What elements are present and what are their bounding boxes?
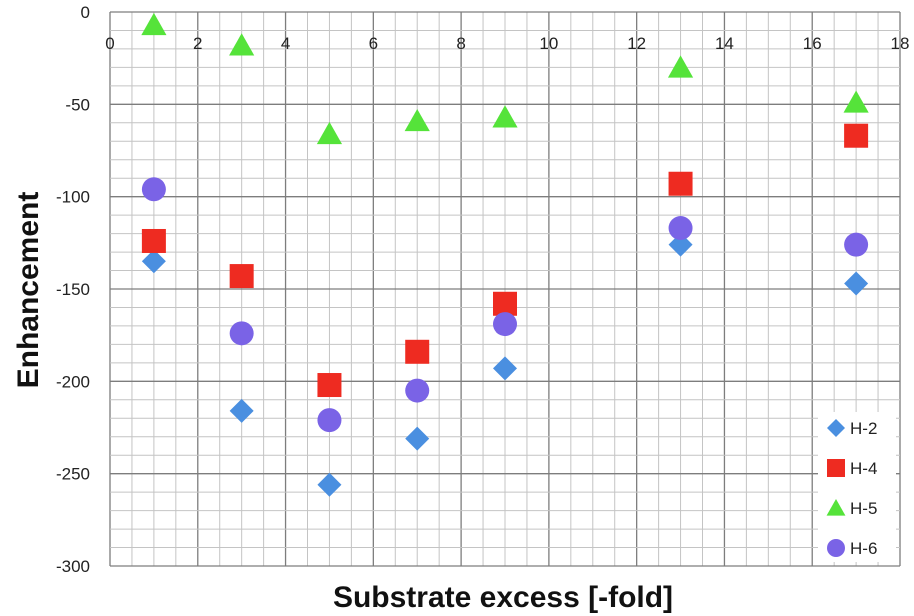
data-point-h-5 (843, 90, 869, 113)
x-tick-label: 4 (281, 34, 290, 53)
data-point-h-6 (668, 216, 693, 241)
x-tick-label: 2 (193, 34, 202, 53)
data-point-h-4 (405, 339, 430, 364)
data-point-h-5 (404, 108, 430, 132)
y-tick-labels: 0 -50 -100 -150 -200 -250 -300 (56, 3, 90, 576)
data-point-h-6 (317, 408, 342, 433)
x-axis-title: Substrate excess [-fold] (333, 581, 673, 614)
y-tick-label: -100 (56, 188, 90, 207)
legend-label: H-6 (850, 539, 877, 558)
data-point-h-4 (229, 264, 254, 289)
x-tick-label: 0 (105, 34, 114, 53)
legend-label: H-2 (850, 419, 877, 438)
x-tick-label: 8 (456, 34, 465, 53)
y-axis-title: Enhancement (12, 192, 45, 389)
data-point-h-6 (844, 232, 869, 257)
data-point-h-6 (493, 312, 517, 337)
legend-label: H-5 (850, 499, 877, 518)
x-tick-label: 18 (891, 34, 910, 53)
x-tick-label: 14 (715, 34, 734, 53)
data-point-h-6 (405, 378, 430, 403)
data-point-h-5 (492, 105, 518, 128)
data-point-h-2 (141, 249, 166, 274)
data-point-h-6 (141, 177, 166, 202)
data-point-h-5 (141, 12, 167, 36)
x-tick-label: 6 (369, 34, 378, 53)
y-tick-label: -250 (56, 465, 90, 484)
data-point-h-2 (493, 356, 517, 381)
data-point-h-5 (667, 55, 694, 78)
data-point-h-2 (405, 426, 430, 451)
data-point-h-6 (229, 321, 254, 346)
legend-marker-h-5 (826, 499, 846, 516)
y-tick-label: -50 (65, 95, 90, 114)
legend: H-2 H-4 H-5 H-6 (818, 412, 896, 562)
x-tick-label: 16 (803, 34, 822, 53)
y-tick-label: -300 (56, 557, 90, 576)
legend-marker-h-4 (827, 459, 845, 477)
data-point-h-2 (668, 232, 693, 257)
y-tick-label: 0 (81, 3, 90, 22)
x-tick-label: 10 (539, 34, 558, 53)
legend-background (818, 412, 896, 562)
y-tick-label: -200 (56, 372, 90, 391)
y-tick-label: -150 (56, 280, 90, 299)
legend-label: H-4 (850, 459, 877, 478)
legend-marker-h-2 (827, 419, 845, 437)
data-point-h-5 (229, 33, 255, 56)
data-point-h-4 (844, 123, 869, 148)
x-tick-labels: 0 2 4 6 8 10 12 14 16 18 (105, 34, 909, 53)
legend-marker-h-6 (827, 539, 845, 557)
data-point-h-4 (493, 291, 517, 316)
grid-lines (109, 11, 901, 567)
data-point-h-4 (317, 373, 342, 398)
data-point-h-4 (668, 171, 693, 196)
data-point-h-2 (317, 472, 342, 497)
data-points (141, 12, 869, 497)
data-point-h-4 (141, 228, 166, 253)
data-point-h-2 (844, 271, 869, 296)
data-point-h-2 (229, 398, 254, 423)
x-tick-label: 12 (627, 34, 646, 53)
data-point-h-5 (316, 121, 343, 145)
